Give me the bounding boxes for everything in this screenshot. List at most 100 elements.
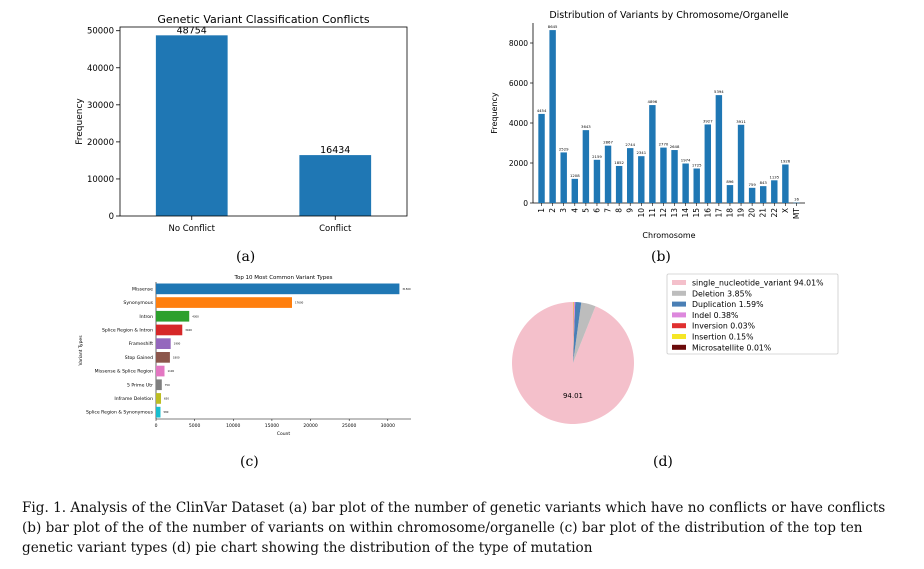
- x-tick-label: 1: [537, 208, 546, 213]
- data-label: 3927: [703, 118, 713, 123]
- legend-label: Indel 0.38%: [692, 311, 738, 320]
- panel-label-c: (c): [240, 454, 259, 470]
- legend-label: Deletion 3.85%: [692, 289, 752, 298]
- x-tick-label: 4: [570, 208, 579, 213]
- x-tick-label: 15000: [265, 423, 279, 429]
- panel-label-d: (d): [653, 454, 673, 470]
- x-tick-label: 3: [559, 208, 568, 213]
- bar-chr-21: [759, 186, 767, 203]
- data-label: 1725: [692, 163, 702, 168]
- bar-stop-gained: [156, 352, 170, 363]
- x-tick-label: No Conflict: [168, 224, 215, 234]
- data-label: 896: [726, 179, 734, 184]
- x-tick-label: 5: [581, 208, 590, 213]
- legend-swatch: [672, 301, 686, 307]
- legend-swatch: [672, 312, 686, 318]
- x-tick-label: 2: [548, 208, 557, 213]
- y-tick-label: 5 Prime Utr: [127, 382, 153, 388]
- chart-b-title: Distribution of Variants by Chromosome/O…: [549, 10, 788, 21]
- chart-b-ylabel: Frequency: [490, 92, 499, 134]
- y-tick-label: Splice Region & Synonymous: [86, 410, 154, 416]
- bar-splice-region-intron: [156, 324, 183, 336]
- y-tick-label: 20000: [87, 138, 114, 148]
- bar-chr-9: [626, 148, 634, 203]
- y-tick-label: 6000: [509, 79, 528, 88]
- x-tick-label: Conflict: [319, 224, 352, 234]
- x-tick-label: 21: [759, 208, 768, 218]
- y-tick-label: 8000: [509, 39, 528, 48]
- x-tick-label: 10000: [226, 423, 240, 429]
- chart-a-ylabel: Frequency: [75, 98, 85, 145]
- y-tick-label: 10000: [87, 175, 114, 185]
- bar-no-conflict: [155, 35, 228, 216]
- x-tick-label: 14: [681, 208, 690, 218]
- data-label: 2867: [603, 140, 613, 145]
- bar-chr-22: [771, 180, 778, 203]
- chart-a: Genetic Variant Classification Conflicts…: [75, 13, 408, 234]
- bar-chr-14: [682, 163, 689, 203]
- y-tick-label: Frameshift: [129, 341, 153, 347]
- chart-c-ylabel: Variant Types: [78, 335, 84, 366]
- x-tick-label: X: [781, 208, 790, 213]
- x-tick-label: 9: [626, 208, 635, 213]
- data-label: 580: [163, 410, 168, 414]
- x-tick-label: 18: [725, 208, 734, 218]
- data-label: 4454: [537, 108, 547, 113]
- y-tick-label: Missense & Splice Region: [95, 369, 153, 375]
- legend-label: Inversion 0.03%: [692, 322, 755, 331]
- bar-chr-8: [615, 165, 623, 203]
- data-label: 16: [794, 197, 799, 202]
- bar-chr-1: [538, 113, 545, 203]
- chart-d-panel: 94.01 single_nucleotide_variant 94.01% Del…: [500, 270, 845, 452]
- legend-swatch: [672, 280, 686, 285]
- data-label: 1135: [769, 174, 779, 179]
- data-label: 3911: [736, 119, 746, 124]
- data-label: 4300: [192, 314, 199, 318]
- x-tick-label: 11: [648, 208, 657, 218]
- legend-label: Microsatellite 0.01%: [692, 343, 771, 352]
- chart-c-title: Top 10 Most Common Variant Types: [234, 275, 333, 281]
- y-tick-label: Synonymous: [123, 300, 153, 306]
- chart-b-xlabel: Chromosome: [642, 231, 695, 240]
- y-tick-label: Missense: [132, 286, 153, 292]
- pie-slice-duplication: [573, 302, 582, 363]
- legend-swatch: [672, 334, 686, 339]
- pie-slice-label: 94.01: [563, 392, 583, 400]
- y-tick-label: 0: [523, 199, 528, 208]
- y-tick-label: Intron: [139, 314, 153, 320]
- data-label: 843: [760, 180, 768, 185]
- y-tick-label: Inframe Deletion: [114, 396, 153, 402]
- x-tick-label: 25000: [342, 423, 356, 429]
- x-tick-label: 10: [637, 208, 646, 218]
- x-tick-label: 5000: [189, 423, 201, 429]
- pie-slice-deletion: [573, 302, 596, 363]
- panel-label-a: (a): [236, 249, 256, 265]
- x-tick-label: 20000: [303, 423, 317, 429]
- figure-caption: Fig. 1. Analysis of the ClinVar Dataset …: [22, 500, 886, 556]
- bar-chr-7: [604, 145, 612, 203]
- bar-chr-x: [782, 164, 789, 203]
- y-tick-label: 4000: [509, 119, 528, 128]
- chart-b-panel: Distribution of Variants by Chromosome/O…: [486, 6, 816, 246]
- chart-b: Distribution of Variants by Chromosome/O…: [490, 10, 805, 240]
- pie-slice-insertion: [573, 302, 574, 363]
- bar-inframe-deletion: [156, 393, 162, 404]
- bar-intron: [156, 310, 190, 322]
- bar-chr-19: [737, 124, 745, 203]
- bar-chr-15: [693, 168, 700, 203]
- chart-a-panel: Genetic Variant Classification Conflicts…: [70, 6, 420, 248]
- data-label: 2341: [636, 150, 646, 155]
- bar-chr-5: [582, 130, 590, 203]
- y-tick-label: 0: [109, 212, 114, 222]
- bar-chr-4: [571, 178, 579, 203]
- bar-synonymous: [156, 297, 292, 308]
- data-label: 1900: [174, 342, 181, 346]
- legend-label: single_nucleotide_variant 94.01%: [692, 279, 824, 288]
- y-tick-label: Splice Region & Intron: [102, 327, 153, 333]
- legend-label: Insertion 0.15%: [692, 333, 754, 342]
- x-tick-label: 8: [615, 208, 624, 213]
- y-tick-label: Stop Gained: [125, 355, 153, 361]
- data-label: 1100: [168, 369, 175, 373]
- data-label: 750: [165, 383, 170, 387]
- x-tick-label: MT: [792, 208, 801, 219]
